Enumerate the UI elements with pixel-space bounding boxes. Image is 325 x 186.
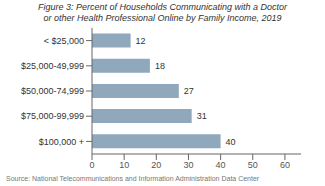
svg-text:27: 27 xyxy=(184,86,194,96)
svg-text:0: 0 xyxy=(89,160,94,170)
svg-text:< $25,000: < $25,000 xyxy=(44,36,84,46)
svg-text:$25,000-49,999: $25,000-49,999 xyxy=(21,61,84,71)
svg-text:40: 40 xyxy=(216,160,226,170)
svg-text:10: 10 xyxy=(119,160,129,170)
svg-text:50: 50 xyxy=(248,160,258,170)
svg-text:12: 12 xyxy=(136,36,146,46)
svg-text:18: 18 xyxy=(155,61,165,71)
svg-text:$50,000-74,999: $50,000-74,999 xyxy=(21,86,84,96)
svg-text:$75,000-99,999: $75,000-99,999 xyxy=(21,111,84,121)
html-text:Source: National Telecommunica: Source: National Telecommunications and … xyxy=(6,175,260,182)
svg-text:$100,000 +: $100,000 + xyxy=(39,137,84,147)
html-text:Figure 3: Percent of Household: Figure 3: Percent of Households Communic… xyxy=(37,2,288,12)
svg-text:60: 60 xyxy=(280,160,290,170)
svg-text:30: 30 xyxy=(183,160,193,170)
svg-text:31: 31 xyxy=(197,111,207,121)
svg-text:20: 20 xyxy=(151,160,161,170)
svg-text:40: 40 xyxy=(226,137,236,147)
html-text:or other Health Professional O: or other Health Professional Online by F… xyxy=(43,13,282,23)
